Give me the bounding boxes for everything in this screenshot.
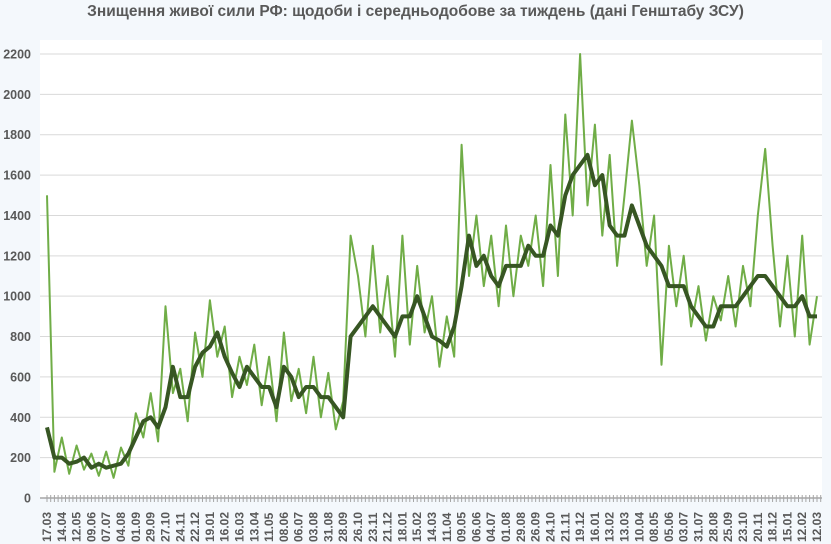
plot-area (40, 40, 822, 498)
x-tick-label: 13.03 (618, 512, 632, 542)
x-tick-label: 18.12 (766, 512, 780, 542)
x-tick-label: 09.06 (84, 512, 98, 542)
x-tick-label: 29.08 (514, 512, 528, 542)
x-tick-label: 12.03 (810, 512, 824, 542)
x-tick-label: 28.09 (336, 512, 350, 542)
x-tick-label: 17.03 (40, 512, 54, 542)
x-tick-label: 29.09 (144, 512, 158, 542)
x-tick-label: 10.04 (632, 512, 646, 542)
x-tick-label: 05.06 (662, 512, 676, 542)
y-tick-label: 1200 (3, 249, 31, 263)
x-tick-label: 27.10 (158, 512, 172, 542)
x-tick-label: 06.06 (469, 512, 483, 542)
x-tick-label: 18.01 (395, 512, 409, 542)
x-tick-label: 25.09 (721, 512, 735, 542)
x-tick-label: 06.07 (292, 512, 306, 542)
x-tick-label: 03.07 (677, 512, 691, 542)
x-tick-label: 08.05 (647, 512, 661, 542)
x-tick-label: 04.08 (114, 512, 128, 542)
x-tick-label: 13.04 (247, 512, 261, 542)
x-tick-label: 11.05 (262, 512, 276, 542)
x-tick-label: 22.12 (188, 512, 202, 542)
x-tick-label: 15.02 (410, 512, 424, 542)
x-tick-label: 19.12 (573, 512, 587, 542)
x-tick-label: 12.05 (70, 512, 84, 542)
y-tick-label: 400 (10, 411, 31, 425)
x-tick-label: 14.04 (55, 512, 69, 542)
x-tick-label: 16.02 (218, 512, 232, 542)
x-tick-label: 01.09 (129, 512, 143, 542)
chart-title: Знищення живої сили РФ: щодоби і середнь… (87, 3, 744, 20)
y-tick-label: 1400 (3, 209, 31, 223)
x-tick-label: 26.09 (529, 512, 543, 542)
y-tick-label: 2000 (3, 88, 31, 102)
x-tick-label: 13.02 (603, 512, 617, 542)
y-tick-label: 200 (10, 451, 31, 465)
x-tick-label: 16.03 (233, 512, 247, 542)
x-tick-label: 24.11 (173, 512, 187, 542)
y-tick-label: 800 (10, 330, 31, 344)
x-tick-label: 03.08 (307, 512, 321, 542)
series-weekly_average (45, 152, 817, 470)
y-tick-label: 2200 (3, 48, 31, 62)
y-tick-label: 1000 (3, 290, 31, 304)
x-tick-label: 04.07 (484, 512, 498, 542)
x-tick-label: 28.08 (706, 512, 720, 542)
x-tick-label: 14.03 (425, 512, 439, 542)
x-tick-label: 21.11 (558, 512, 572, 542)
x-tick-label: 11.04 (440, 512, 454, 542)
x-tick-label: 09.05 (455, 512, 469, 542)
y-tick-label: 600 (10, 370, 31, 384)
x-tick-label: 21.12 (381, 512, 395, 542)
x-tick-label: 31.08 (321, 512, 335, 542)
x-tick-label: 01.08 (499, 512, 513, 542)
x-tick-label: 24.10 (543, 512, 557, 542)
x-tick-label: 16.01 (588, 512, 602, 542)
x-tick-label: 26.10 (351, 512, 365, 542)
x-tick-label: 23.10 (736, 512, 750, 542)
x-tick-label: 31.07 (692, 512, 706, 542)
x-tick-label: 20.11 (751, 512, 765, 542)
x-tick-label: 19.01 (203, 512, 217, 542)
x-tick-label: 08.06 (277, 512, 291, 542)
x-tick-label: 15.01 (780, 512, 794, 542)
x-tick-label: 23.11 (366, 512, 380, 542)
y-tick-label: 1800 (3, 128, 31, 142)
y-tick-label: 0 (24, 492, 31, 506)
y-tick-label: 1600 (3, 169, 31, 183)
x-tick-label: 07.07 (99, 512, 113, 542)
x-tick-label: 12.02 (795, 512, 809, 542)
